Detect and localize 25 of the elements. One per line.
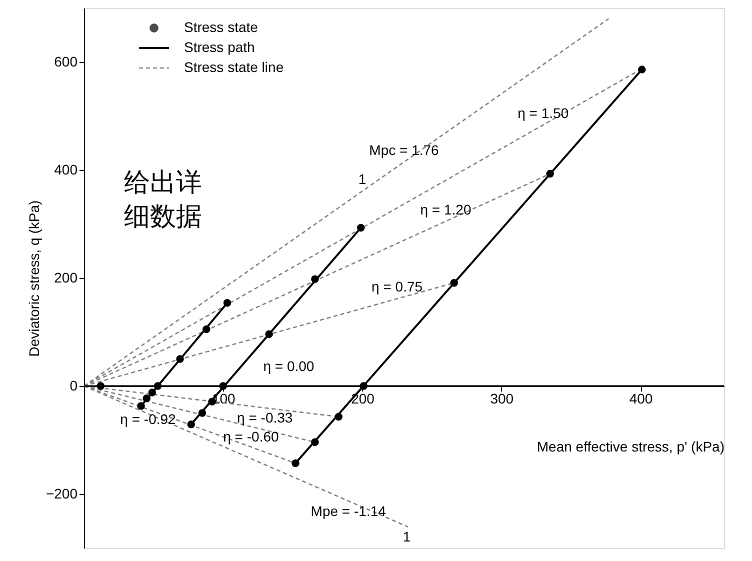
legend-label: Stress state line	[184, 59, 284, 75]
annotation: 给出详细数据	[124, 167, 202, 231]
y-tick-label: 200	[54, 270, 78, 286]
y-tick-label: 0	[70, 378, 78, 394]
y-tick-label: 600	[54, 54, 78, 70]
x-tick-label: 400	[629, 390, 653, 406]
x-tick-label: 200	[351, 390, 375, 406]
annotation: 1	[402, 528, 411, 544]
annotation: 1	[358, 171, 366, 188]
annotation: η = 1.50	[518, 105, 569, 122]
y-axis-title: Deviatoric stress, q (kPa)	[26, 200, 42, 357]
annotation: η = 1.20	[420, 201, 472, 218]
annotation: η = -0.92	[120, 411, 176, 428]
legend-label: Stress path	[184, 39, 255, 55]
x-axis-title: Mean effective stress, p' (kPa)	[536, 438, 724, 454]
ref-line-label: η = 0.00	[263, 358, 314, 374]
annotation: η = -0.33	[237, 410, 293, 426]
annotation: η = -0.60	[223, 428, 279, 444]
y-tick-label: −200	[46, 486, 78, 502]
y-tick-label: 400	[54, 162, 78, 178]
x-tick-label: 300	[490, 390, 514, 406]
annotation: Mpe = -1.14	[310, 503, 386, 520]
legend-label: Stress state	[184, 19, 258, 35]
annotation: Mpc = 1.76	[369, 142, 440, 158]
annotation: η = 0.75	[372, 278, 423, 295]
